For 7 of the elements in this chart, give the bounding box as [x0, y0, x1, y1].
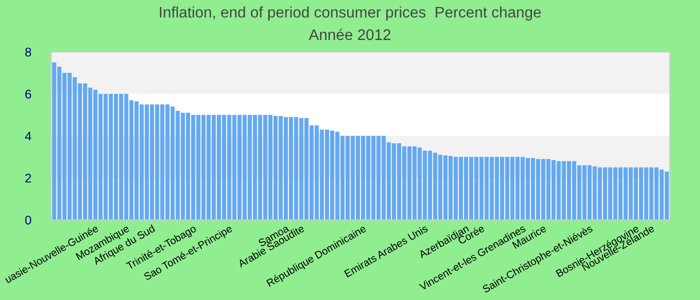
y-tick-label: 0	[25, 216, 32, 225]
y-tick-label: 6	[25, 90, 32, 99]
chart-subtitle: Année 2012	[308, 28, 390, 40]
y-tick-label: 2	[25, 174, 32, 182]
chart-title: Inflation, end of period consumer prices Percent change	[160, 6, 541, 21]
y-tick-label: 4	[24, 132, 32, 140]
y-tick-label: 8	[25, 48, 32, 57]
